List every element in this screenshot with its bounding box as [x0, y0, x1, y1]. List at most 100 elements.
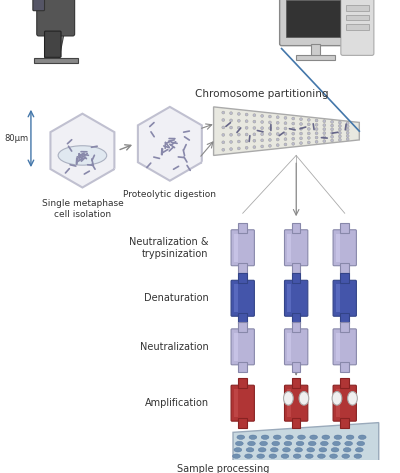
- Polygon shape: [138, 107, 202, 181]
- Bar: [288, 333, 291, 361]
- Bar: [234, 284, 238, 312]
- Ellipse shape: [236, 441, 243, 446]
- Bar: [288, 284, 291, 312]
- Ellipse shape: [269, 454, 277, 458]
- Text: Chromosome partitioning: Chromosome partitioning: [196, 89, 329, 99]
- Ellipse shape: [308, 441, 316, 446]
- Circle shape: [230, 140, 232, 143]
- Ellipse shape: [339, 466, 347, 471]
- Ellipse shape: [345, 441, 352, 446]
- Circle shape: [253, 126, 256, 130]
- Circle shape: [315, 119, 318, 122]
- Ellipse shape: [286, 435, 293, 439]
- Ellipse shape: [327, 466, 334, 471]
- Circle shape: [245, 133, 248, 136]
- Circle shape: [315, 136, 318, 139]
- Circle shape: [331, 121, 334, 123]
- Circle shape: [284, 116, 287, 119]
- Circle shape: [307, 127, 310, 131]
- Polygon shape: [214, 107, 359, 156]
- Circle shape: [346, 128, 349, 131]
- Circle shape: [315, 140, 318, 143]
- Ellipse shape: [292, 460, 300, 464]
- Bar: [286, 0, 340, 37]
- Circle shape: [331, 124, 334, 127]
- Bar: [238, 273, 247, 283]
- Circle shape: [292, 132, 295, 135]
- Circle shape: [230, 126, 232, 129]
- Text: 80μm: 80μm: [5, 134, 29, 143]
- Text: Denaturation: Denaturation: [144, 293, 209, 303]
- Ellipse shape: [346, 435, 354, 439]
- Ellipse shape: [334, 435, 342, 439]
- FancyBboxPatch shape: [284, 329, 308, 365]
- FancyBboxPatch shape: [333, 280, 356, 316]
- Ellipse shape: [332, 392, 342, 405]
- Text: Amplification: Amplification: [144, 398, 209, 408]
- Bar: [346, 24, 369, 30]
- Circle shape: [222, 133, 225, 136]
- Ellipse shape: [298, 435, 305, 439]
- Bar: [340, 313, 349, 323]
- Circle shape: [346, 131, 349, 134]
- Ellipse shape: [255, 460, 263, 464]
- FancyBboxPatch shape: [33, 0, 44, 11]
- Circle shape: [338, 135, 341, 138]
- Circle shape: [230, 133, 232, 136]
- Circle shape: [261, 121, 264, 123]
- Ellipse shape: [281, 454, 289, 458]
- Circle shape: [315, 128, 318, 131]
- Ellipse shape: [295, 447, 302, 452]
- Circle shape: [268, 115, 271, 118]
- Text: Neutralization: Neutralization: [140, 342, 209, 352]
- Bar: [238, 313, 247, 323]
- Bar: [292, 313, 300, 323]
- Circle shape: [300, 123, 302, 125]
- Circle shape: [323, 140, 326, 142]
- Circle shape: [268, 127, 271, 130]
- Circle shape: [230, 148, 232, 150]
- Bar: [288, 234, 291, 262]
- Circle shape: [331, 135, 334, 138]
- Ellipse shape: [234, 447, 242, 452]
- Circle shape: [338, 121, 341, 124]
- Text: Sample processing: Sample processing: [177, 464, 270, 473]
- Circle shape: [253, 114, 256, 117]
- Ellipse shape: [319, 447, 327, 452]
- Ellipse shape: [232, 454, 240, 458]
- Polygon shape: [44, 15, 68, 63]
- Ellipse shape: [242, 466, 250, 471]
- Circle shape: [261, 127, 264, 130]
- Bar: [292, 223, 300, 233]
- FancyBboxPatch shape: [284, 230, 308, 266]
- Circle shape: [338, 128, 341, 131]
- Bar: [234, 333, 238, 361]
- Circle shape: [276, 138, 279, 141]
- Circle shape: [307, 118, 310, 121]
- Circle shape: [261, 133, 264, 136]
- FancyBboxPatch shape: [44, 31, 61, 57]
- Ellipse shape: [332, 441, 340, 446]
- Ellipse shape: [284, 392, 293, 405]
- FancyBboxPatch shape: [333, 329, 356, 365]
- Circle shape: [268, 132, 271, 136]
- Bar: [311, 44, 320, 58]
- Circle shape: [237, 119, 240, 122]
- Circle shape: [276, 121, 279, 124]
- Ellipse shape: [305, 454, 313, 458]
- Ellipse shape: [237, 435, 245, 439]
- Circle shape: [292, 117, 295, 120]
- Ellipse shape: [290, 466, 298, 471]
- Circle shape: [284, 143, 287, 146]
- Ellipse shape: [348, 392, 357, 405]
- Circle shape: [222, 149, 225, 151]
- FancyBboxPatch shape: [280, 0, 347, 46]
- Circle shape: [346, 134, 349, 138]
- Ellipse shape: [261, 435, 269, 439]
- Bar: [296, 55, 335, 60]
- Circle shape: [338, 131, 341, 134]
- Ellipse shape: [268, 460, 275, 464]
- Ellipse shape: [231, 460, 239, 464]
- Circle shape: [261, 145, 264, 148]
- Bar: [336, 389, 340, 417]
